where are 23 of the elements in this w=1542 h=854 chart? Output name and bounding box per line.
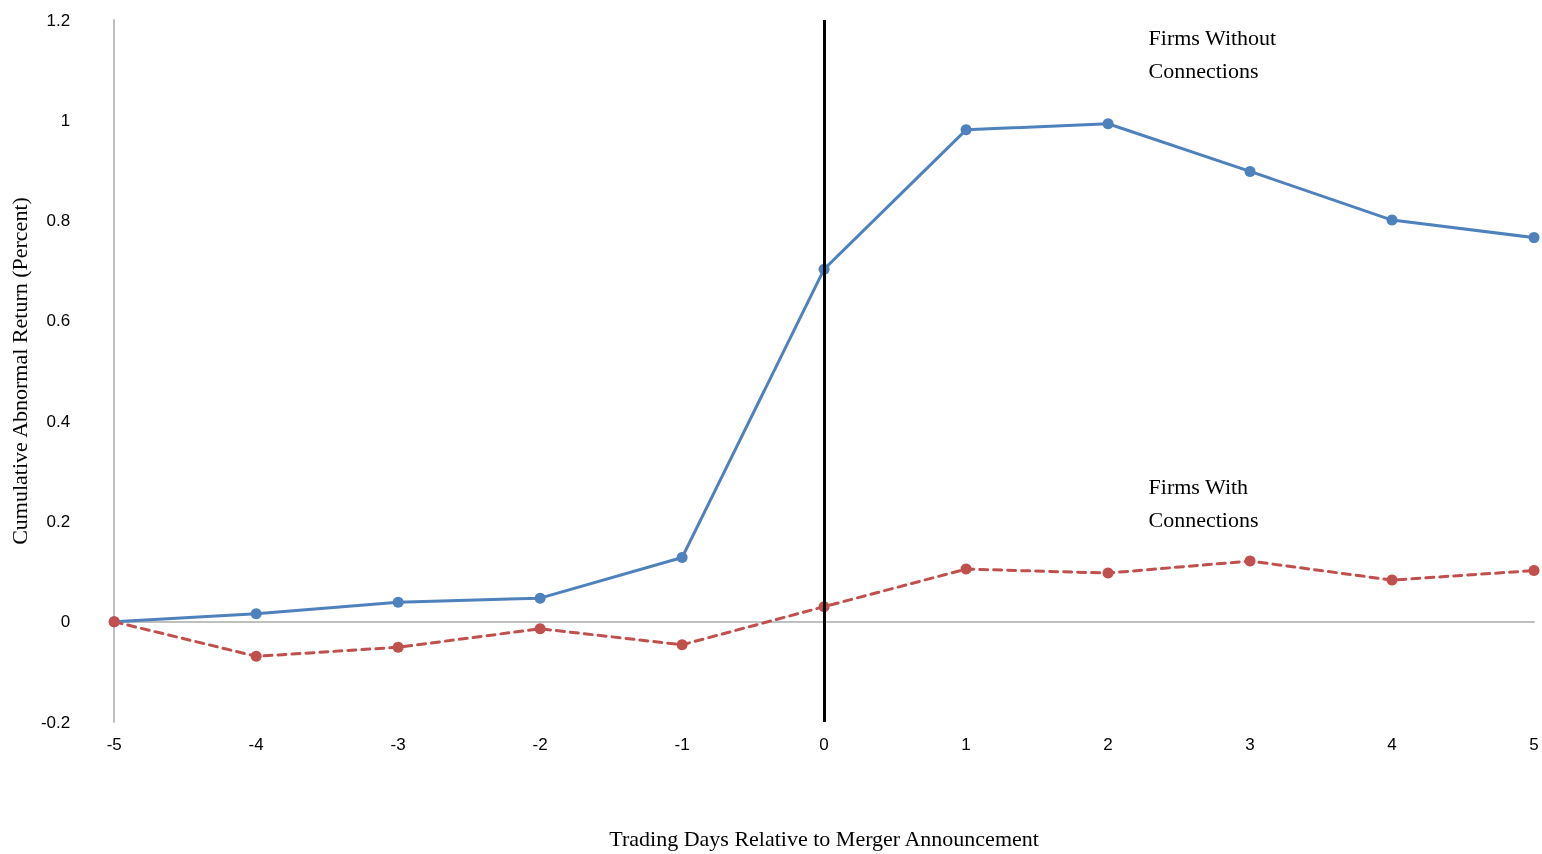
x-tick-label: -5 bbox=[106, 735, 122, 754]
x-tick-label: 2 bbox=[1103, 735, 1113, 754]
y-tick-label: 0 bbox=[60, 612, 71, 632]
y-tick-label: 0.2 bbox=[46, 511, 71, 531]
x-tick-label: 4 bbox=[1387, 735, 1397, 754]
y-tick-label: 0.8 bbox=[46, 211, 71, 231]
y-axis-title: Cumulative Abnormal Return (Percent) bbox=[6, 197, 32, 545]
x-tick-label: 1 bbox=[961, 735, 971, 754]
x-tick-label: -3 bbox=[390, 735, 406, 754]
y-tick-label: -0.2 bbox=[40, 712, 71, 732]
series-label: Firms With Connections bbox=[1148, 474, 1259, 533]
x-axis-title: Trading Days Relative to Merger Announcement bbox=[609, 825, 1039, 851]
y-tick-label: 1.2 bbox=[46, 10, 71, 30]
x-tick-label: 0 bbox=[819, 735, 829, 754]
x-tick-label: 5 bbox=[1529, 735, 1539, 754]
x-tick-label: -1 bbox=[674, 735, 690, 754]
y-tick-label: 0.4 bbox=[46, 411, 71, 431]
x-tick-label: 3 bbox=[1245, 735, 1255, 754]
text: Firms Without Connections bbox=[1148, 24, 1282, 83]
y-tick-label: 0.6 bbox=[46, 311, 71, 331]
x-tick-label: -2 bbox=[532, 735, 548, 754]
y-tick-label: 1 bbox=[60, 110, 71, 130]
x-tick-label: -4 bbox=[248, 735, 264, 754]
